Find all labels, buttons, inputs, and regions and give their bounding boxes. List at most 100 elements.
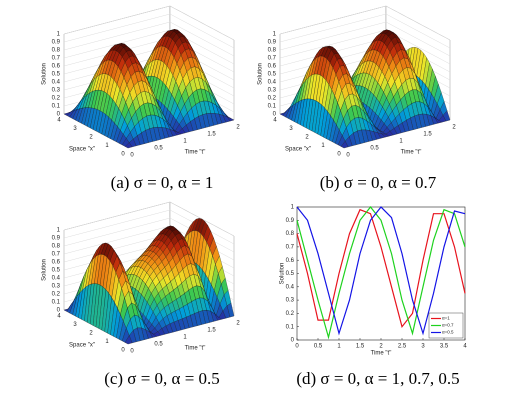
x-tick-label: 0.5 [314, 344, 323, 350]
y-tick-label: 0.4 [286, 284, 295, 290]
x-tick-label: 4 [57, 118, 61, 124]
z-tick-label: 0 [57, 112, 61, 118]
z-tick-label: 0.3 [52, 284, 61, 290]
y-tick-label: 0.5 [154, 146, 163, 152]
grid-line [279, 13, 451, 49]
z-axis-label: Solution [258, 63, 264, 85]
y-tick-label: 0 [291, 338, 295, 344]
y-tick-label: 1 [183, 139, 187, 145]
z-tick-label: 0.6 [268, 64, 277, 70]
y-axis-label: Time "t" [401, 150, 422, 156]
y-tick-label: 2 [452, 125, 456, 131]
x-tick-label: 2 [305, 135, 309, 141]
y-tick-label: 1 [183, 335, 187, 341]
z-tick-label: 0.8 [52, 48, 61, 54]
z-tick-label: 0.8 [268, 48, 277, 54]
grid-line [63, 21, 235, 57]
caption: (d) σ = 0, α = 1, 0.7, 0.5 [296, 369, 459, 388]
z-tick-label: 0.5 [268, 72, 277, 78]
y-axis-label: Time "t" [185, 150, 206, 156]
z-tick-label: 0.2 [52, 292, 61, 298]
y-tick-label: 0 [130, 349, 134, 355]
x-tick-label: 3 [73, 322, 77, 328]
z-tick-label: 0.2 [52, 96, 61, 102]
x-tick-label: 2.5 [398, 344, 407, 350]
y-tick-label: 0.5 [286, 271, 295, 277]
y-tick-label: 0.8 [286, 231, 295, 237]
x-tick-label: 3 [73, 126, 77, 132]
caption: (a) σ = 0, α = 1 [111, 173, 214, 192]
surface-plot: 00.10.20.30.40.50.60.70.80.910123400.511… [42, 201, 240, 355]
y-tick-label: 0.7 [286, 244, 295, 250]
x-tick-label: 1 [105, 339, 109, 345]
caption: (c) σ = 0, α = 0.5 [104, 369, 220, 388]
z-tick-label: 0.7 [52, 252, 61, 258]
z-tick-label: 1 [273, 32, 277, 38]
x-tick-label: 0 [295, 344, 299, 350]
y-tick-label: 0.5 [154, 342, 163, 348]
z-tick-label: 0.3 [268, 88, 277, 94]
z-tick-label: 0.9 [268, 40, 277, 46]
x-tick-label: 0 [337, 152, 341, 158]
z-tick-label: 0.7 [268, 56, 277, 62]
y-tick-label: 0.5 [370, 146, 379, 152]
z-tick-label: 0.4 [268, 80, 277, 86]
y-tick-label: 1.5 [207, 328, 216, 334]
y-tick-label: 1.5 [423, 132, 432, 138]
y-tick-label: 0.3 [286, 298, 295, 304]
y-tick-label: 0.2 [286, 311, 295, 317]
x-tick-label: 2 [379, 344, 383, 350]
caption: (b) σ = 0, α = 0.7 [320, 173, 437, 192]
series-line [296, 206, 466, 340]
x-axis-label: Space "x" [69, 343, 95, 349]
z-tick-label: 0.1 [52, 104, 61, 110]
grid-line [63, 201, 235, 237]
line-chart: 0 0.1 0.2 0.3 0.4 0.5 0.6 0.7 0.8 0.9 1 0 0.5 1 1.5 2 2.… [280, 205, 468, 357]
x-tick-label: 4 [273, 118, 277, 124]
x-axis-label: Space "x" [69, 147, 95, 153]
x-tick-label: 4 [463, 344, 467, 350]
z-tick-label: 0.1 [52, 300, 61, 306]
grid-line [63, 209, 235, 245]
z-tick-label: 1 [57, 32, 61, 38]
x-tick-label: 3 [421, 344, 425, 350]
grid-line [63, 29, 235, 65]
y-tick-label: 1 [399, 139, 403, 145]
x-tick-label: 2 [89, 331, 93, 337]
y-tick-label: 0.1 [286, 324, 295, 330]
surface-plot: 00.10.20.30.40.50.60.70.80.910123400.511… [42, 5, 240, 159]
grid-line [279, 21, 451, 57]
surface-plot: 00.10.20.30.40.50.60.70.80.910123400.511… [258, 5, 456, 159]
z-tick-label: 0.1 [268, 104, 277, 110]
x-tick-label: 0 [121, 152, 125, 158]
legend-label: α=1 [442, 316, 450, 321]
z-tick-label: 0.2 [268, 96, 277, 102]
surface-facet [124, 335, 133, 345]
z-tick-label: 0 [273, 112, 277, 118]
surface-facet [124, 142, 133, 149]
x-tick-label: 3.5 [440, 344, 449, 350]
z-tick-label: 0.5 [52, 72, 61, 78]
x-tick-label: 1 [321, 143, 325, 149]
z-tick-label: 0.5 [52, 268, 61, 274]
y-tick-label: 0 [346, 153, 350, 159]
x-tick-label: 1 [337, 344, 341, 350]
legend-label: α=0.5 [442, 330, 454, 335]
series-line [296, 206, 466, 336]
x-tick-label: 1 [105, 143, 109, 149]
grid-line [279, 5, 451, 41]
z-axis-label: Solution [42, 63, 48, 85]
x-tick-label: 1.5 [356, 344, 365, 350]
y-tick-label: 0 [130, 153, 134, 159]
x-tick-label: 0 [121, 348, 125, 354]
z-tick-label: 0.6 [52, 260, 61, 266]
grid-line [63, 13, 235, 49]
z-tick-label: 0.6 [52, 64, 61, 70]
z-tick-label: 0.9 [52, 236, 61, 242]
y-axis-label: Time "t" [185, 346, 206, 352]
z-tick-label: 0.7 [52, 56, 61, 62]
x-tick-label: 2 [89, 135, 93, 141]
z-tick-label: 0.8 [52, 244, 61, 250]
y-tick-label: 1 [291, 205, 295, 211]
